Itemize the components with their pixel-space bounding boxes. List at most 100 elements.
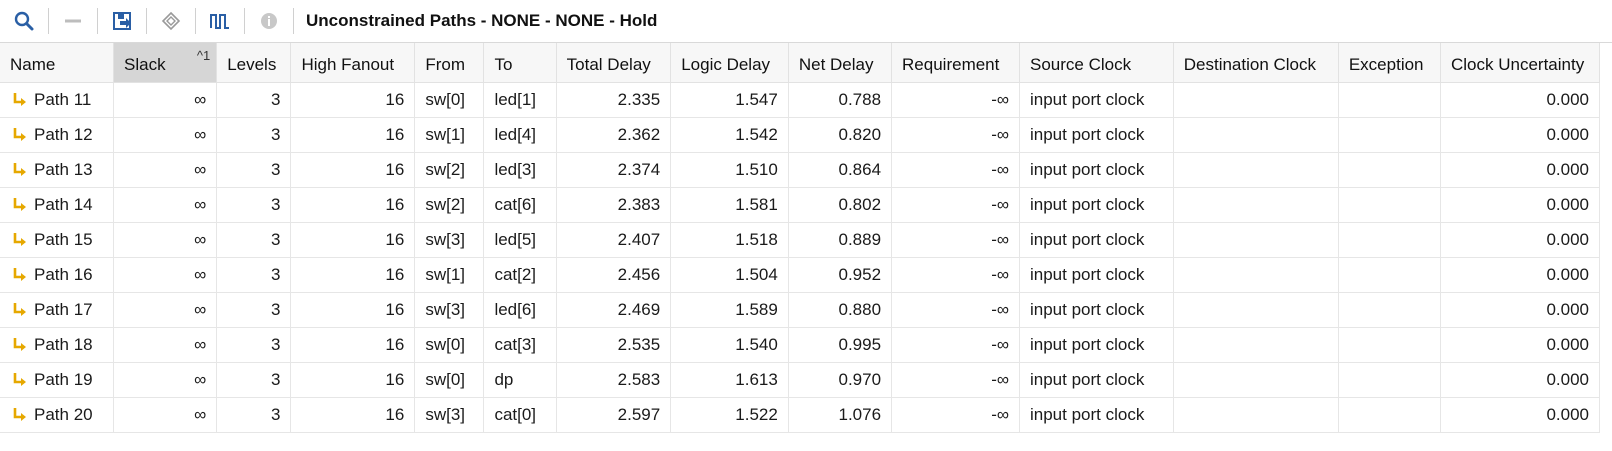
column-header-destination-clock[interactable]: Destination Clock [1173, 43, 1339, 83]
logic-delay-cell: 1.522 [670, 397, 789, 433]
destination-clock-cell [1173, 187, 1339, 223]
source-clock-cell: input port clock [1019, 397, 1174, 433]
column-header-exception[interactable]: Exception [1338, 43, 1442, 83]
to-cell: led[1] [483, 82, 557, 118]
waveform-icon[interactable] [204, 5, 236, 37]
clock-uncertainty-cell: 0.000 [1440, 362, 1600, 398]
high-fanout-cell: 16 [290, 152, 416, 188]
column-header-clock-uncertainty[interactable]: Clock Uncertainty [1440, 43, 1600, 83]
source-clock-cell: input port clock [1019, 257, 1174, 293]
path-arrow-icon [13, 233, 26, 246]
column-header-requirement[interactable]: Requirement [891, 43, 1020, 83]
high-fanout-cell: 16 [290, 362, 416, 398]
column-header-high-fanout[interactable]: High Fanout [290, 43, 416, 83]
column-header-to[interactable]: To [483, 43, 557, 83]
requirement-cell: -∞ [891, 292, 1020, 328]
net-delay-cell: 0.802 [788, 187, 893, 223]
table-row[interactable]: Path 13 ∞ 3 16 sw[2] led[3] 2.374 1.510 0.864 -∞ i… [0, 152, 1600, 188]
levels-cell: 3 [216, 82, 292, 118]
net-delay-cell: 0.995 [788, 327, 893, 363]
slack-cell: ∞ [113, 222, 218, 258]
to-cell: led[3] [483, 152, 557, 188]
clock-uncertainty-cell: 0.000 [1440, 152, 1600, 188]
slack-cell: ∞ [113, 362, 218, 398]
toolbar-separator [48, 8, 49, 34]
to-cell: cat[0] [483, 397, 557, 433]
collapse-icon[interactable] [57, 5, 89, 37]
path-name: Path 13 [34, 160, 93, 179]
export-icon[interactable] [106, 5, 138, 37]
exception-cell [1338, 292, 1442, 328]
total-delay-cell: 2.535 [556, 327, 672, 363]
slack-cell: ∞ [113, 82, 218, 118]
exception-cell [1338, 187, 1442, 223]
levels-cell: 3 [216, 117, 292, 153]
net-delay-cell: 1.076 [788, 397, 893, 433]
info-icon[interactable] [253, 5, 285, 37]
net-delay-cell: 0.880 [788, 292, 893, 328]
destination-clock-cell [1173, 397, 1339, 433]
table-row[interactable]: Path 12 ∞ 3 16 sw[1] led[4] 2.362 1.542 0.820 -∞ i… [0, 117, 1600, 153]
requirement-cell: -∞ [891, 362, 1020, 398]
source-clock-cell: input port clock [1019, 327, 1174, 363]
table-row[interactable]: Path 15 ∞ 3 16 sw[3] led[5] 2.407 1.518 0.889 -∞ i… [0, 222, 1600, 258]
logic-delay-cell: 1.581 [670, 187, 789, 223]
levels-cell: 3 [216, 292, 292, 328]
levels-cell: 3 [216, 222, 292, 258]
clock-uncertainty-cell: 0.000 [1440, 117, 1600, 153]
path-name-cell: Path 15 [0, 222, 114, 258]
toolbar-separator [195, 8, 196, 34]
table-row[interactable]: Path 18 ∞ 3 16 sw[0] cat[3] 2.535 1.540 0.995 -∞ i… [0, 327, 1600, 363]
search-icon[interactable] [8, 5, 40, 37]
source-clock-cell: input port clock [1019, 362, 1174, 398]
high-fanout-cell: 16 [290, 117, 416, 153]
path-arrow-icon [13, 128, 26, 141]
column-header-logic-delay[interactable]: Logic Delay [670, 43, 789, 83]
requirement-cell: -∞ [891, 187, 1020, 223]
column-header-source-clock[interactable]: Source Clock [1019, 43, 1174, 83]
path-name: Path 19 [34, 370, 93, 389]
column-header-levels[interactable]: Levels [216, 43, 292, 83]
exception-cell [1338, 362, 1442, 398]
destination-clock-cell [1173, 327, 1339, 363]
clock-uncertainty-cell: 0.000 [1440, 397, 1600, 433]
levels-cell: 3 [216, 327, 292, 363]
column-header-from[interactable]: From [414, 43, 485, 83]
column-header-total-delay[interactable]: Total Delay [556, 43, 672, 83]
diamond-icon[interactable] [155, 5, 187, 37]
table-row[interactable]: Path 20 ∞ 3 16 sw[3] cat[0] 2.597 1.522 1.076 -∞ i… [0, 397, 1600, 433]
net-delay-cell: 0.889 [788, 222, 893, 258]
path-name: Path 18 [34, 335, 93, 354]
table-row[interactable]: Path 16 ∞ 3 16 sw[1] cat[2] 2.456 1.504 0.952 -∞ i… [0, 257, 1600, 293]
path-arrow-icon [13, 268, 26, 281]
source-clock-cell: input port clock [1019, 117, 1174, 153]
total-delay-cell: 2.362 [556, 117, 672, 153]
from-cell: sw[3] [414, 397, 485, 433]
paths-table: Name Slack ^1 Levels High Fanout From To … [0, 43, 1600, 433]
logic-delay-cell: 1.547 [670, 82, 789, 118]
high-fanout-cell: 16 [290, 397, 416, 433]
from-cell: sw[0] [414, 82, 485, 118]
levels-cell: 3 [216, 257, 292, 293]
column-header-net-delay[interactable]: Net Delay [788, 43, 893, 83]
from-cell: sw[2] [414, 152, 485, 188]
source-clock-cell: input port clock [1019, 292, 1174, 328]
requirement-cell: -∞ [891, 257, 1020, 293]
table-row[interactable]: Path 11 ∞ 3 16 sw[0] led[1] 2.335 1.547 0.788 -∞ i… [0, 82, 1600, 118]
path-arrow-icon [13, 338, 26, 351]
column-header-slack[interactable]: Slack ^1 [113, 43, 218, 83]
levels-cell: 3 [216, 187, 292, 223]
column-header-name[interactable]: Name [0, 43, 114, 83]
net-delay-cell: 0.970 [788, 362, 893, 398]
table-row[interactable]: Path 19 ∞ 3 16 sw[0] dp 2.583 1.613 0.970 -∞ input… [0, 362, 1600, 398]
path-name-cell: Path 13 [0, 152, 114, 188]
table-row[interactable]: Path 17 ∞ 3 16 sw[3] led[6] 2.469 1.589 0.880 -∞ i… [0, 292, 1600, 328]
logic-delay-cell: 1.613 [670, 362, 789, 398]
path-arrow-icon [13, 163, 26, 176]
path-arrow-icon [13, 198, 26, 211]
source-clock-cell: input port clock [1019, 187, 1174, 223]
clock-uncertainty-cell: 0.000 [1440, 292, 1600, 328]
table-row[interactable]: Path 14 ∞ 3 16 sw[2] cat[6] 2.383 1.581 0.802 -∞ i… [0, 187, 1600, 223]
from-cell: sw[0] [414, 327, 485, 363]
destination-clock-cell [1173, 152, 1339, 188]
